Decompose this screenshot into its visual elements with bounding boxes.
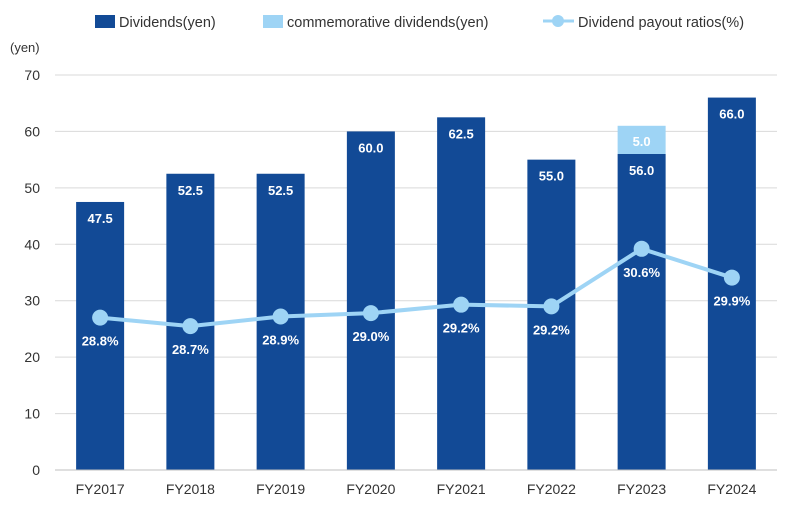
payout-value-label: 28.7%	[172, 342, 209, 357]
x-tick-label: FY2021	[437, 481, 486, 497]
y-axis-unit-label: (yen)	[10, 40, 40, 55]
legend-swatch-commemorative	[263, 15, 283, 28]
legend-swatch-dividends	[95, 15, 115, 28]
y-tick-label: 50	[24, 180, 40, 196]
payout-point	[182, 318, 199, 335]
bar-value-label: 52.5	[268, 183, 293, 198]
y-tick-label: 20	[24, 349, 40, 365]
payout-point	[453, 296, 470, 313]
payout-value-label: 30.6%	[623, 265, 660, 280]
payout-value-label: 29.2%	[443, 321, 480, 336]
payout-point	[272, 308, 289, 325]
bar-value-label: 52.5	[178, 183, 203, 198]
legend-label-commemorative: commemorative dividends(yen)	[287, 15, 488, 31]
payout-value-label: 28.9%	[262, 333, 299, 348]
bar-dividend	[617, 154, 666, 470]
legend-label-dividends: Dividends(yen)	[119, 15, 216, 31]
payout-point	[723, 269, 740, 286]
bar-dividend	[346, 131, 395, 470]
y-tick-label: 60	[24, 123, 40, 139]
bar-value-label: 47.5	[87, 211, 112, 226]
bar-dividend	[76, 201, 125, 470]
x-axis-ticks: FY2017 FY2018 FY2019 FY2020 FY2021 FY2022 FY20…	[76, 481, 757, 497]
bars: 47.5 52.5 52.5 60.0 62.5 55.0 56.0 5.0 66.0	[76, 97, 756, 471]
bar-value-label: 60.0	[358, 140, 383, 155]
bar-dividend	[437, 117, 486, 471]
payout-value-label: 29.9%	[713, 294, 750, 309]
x-tick-label: FY2019	[256, 481, 305, 497]
bar-value-label: 66.0	[719, 107, 744, 122]
y-tick-label: 40	[24, 236, 40, 252]
x-tick-label: FY2018	[166, 481, 215, 497]
bar-value-label: 56.0	[629, 163, 654, 178]
x-tick-label: FY2017	[76, 481, 125, 497]
x-tick-label: FY2024	[707, 481, 756, 497]
x-tick-label: FY2020	[346, 481, 395, 497]
legend-marker-payout	[552, 15, 564, 27]
gridlines	[55, 74, 777, 415]
payout-point	[633, 240, 650, 257]
payout-value-label: 28.8%	[82, 334, 119, 349]
payout-value-label: 29.0%	[352, 329, 389, 344]
legend-label-payout: Dividend payout ratios(%)	[578, 15, 744, 31]
x-tick-label: FY2023	[617, 481, 666, 497]
bar-commemorative	[617, 125, 666, 154]
payout-line-path	[99, 246, 733, 329]
payout-point	[362, 305, 379, 322]
payout-point	[92, 309, 109, 326]
y-tick-label: 30	[24, 293, 40, 309]
y-axis-ticks: 0 10 20 30 40 50 60 70	[24, 67, 40, 478]
y-tick-label: 70	[24, 67, 40, 83]
bar-dividend	[527, 159, 576, 470]
bar-value-label: 62.5	[448, 126, 473, 141]
x-tick-label: FY2022	[527, 481, 576, 497]
bar-value-label: 55.0	[539, 169, 564, 184]
payout-value-label: 29.2%	[533, 322, 570, 337]
payout-point	[543, 298, 560, 315]
legend: Dividends(yen) commemorative dividends(y…	[95, 15, 744, 31]
bar-commemorative-label: 5.0	[633, 134, 651, 149]
payout-ratio-line: 28.8% 28.7% 28.9% 29.0% 29.2% 29.2% 30.6% 29.9%	[82, 240, 751, 357]
y-tick-label: 10	[24, 406, 40, 422]
y-tick-label: 0	[32, 462, 40, 478]
